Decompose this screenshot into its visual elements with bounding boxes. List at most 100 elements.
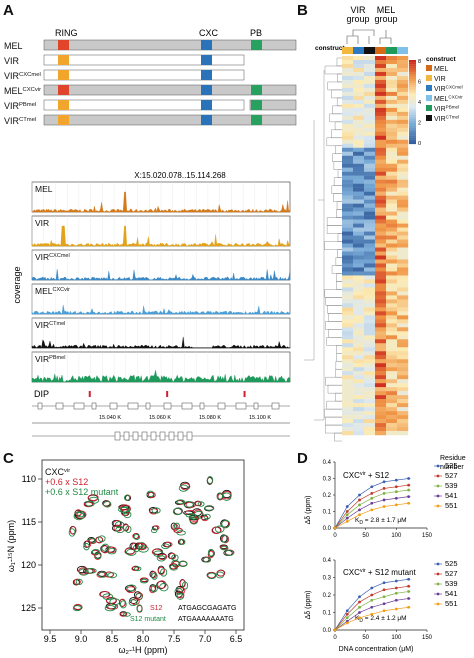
legend-swatch-2: [426, 85, 432, 91]
heat-cell: [342, 175, 354, 180]
heat-cell: [342, 375, 354, 380]
heat-cell: [342, 63, 354, 69]
legend-entry-0: MEL: [434, 66, 449, 73]
data-point-525: [407, 577, 410, 581]
construct-annot-2: [364, 47, 375, 54]
nmr-peak: [75, 578, 83, 586]
nmr-peak: [197, 501, 205, 507]
heat-cell: [386, 171, 398, 176]
data-point-525: [370, 586, 374, 590]
heat-cell: [375, 259, 387, 264]
heat-cell: [386, 179, 398, 184]
heat-cell: [375, 403, 387, 408]
col-dendrogram: [346, 29, 392, 44]
heat-cell: [342, 119, 354, 125]
track-label-3: MELCXCvir: [35, 286, 70, 296]
heat-cell: [397, 131, 409, 136]
group-label-mel-line1: MEL: [377, 5, 396, 15]
data-point-539: [382, 595, 386, 599]
exon-a-1: [55, 402, 64, 410]
heat-cell: [397, 359, 409, 364]
heat-cell: [375, 247, 387, 252]
heat-cell: [342, 227, 354, 232]
heat-cell: [386, 215, 398, 220]
heat-cell: [353, 111, 365, 117]
heat-cell: [397, 255, 409, 260]
colorbar-segment: [409, 114, 416, 117]
data-point-541: [382, 602, 386, 606]
nmr-peak: [214, 525, 225, 533]
nmr-peak: [119, 612, 128, 617]
nmr-peak: [207, 548, 215, 557]
heat-cell: [397, 391, 409, 396]
heat-cell: [375, 343, 387, 348]
heat-cell: [342, 339, 354, 344]
heat-cell: [375, 279, 387, 284]
exon-b-4: [150, 431, 157, 441]
data-point-527: [370, 593, 374, 597]
nmr-peak: [203, 513, 211, 520]
heat-cell: [397, 87, 409, 93]
data-point-527: [358, 498, 361, 502]
colorbar-segment: [409, 116, 416, 119]
heat-cell: [342, 135, 354, 140]
dip-mark-2: [243, 391, 246, 397]
heat-cell: [375, 367, 387, 372]
heat-cell: [375, 395, 387, 400]
legend-label-541: 541: [445, 491, 458, 500]
heat-cell: [364, 79, 376, 85]
legend-swatch-5: [426, 115, 432, 121]
heat-cell: [386, 115, 398, 121]
heat-cell: [375, 67, 387, 73]
heat-cell: [364, 71, 376, 77]
heat-cell: [342, 115, 354, 121]
legend-marker-539: [436, 582, 440, 586]
track-label-4: VIRCTmel: [35, 320, 65, 330]
heat-cell: [353, 99, 365, 105]
nmr-peak: [85, 501, 95, 507]
exon-b-8: [186, 431, 193, 441]
kd-top: KD = 2.8 ± 1.7 μM: [355, 517, 407, 526]
heat-cell: [364, 391, 376, 396]
heat-cell: [342, 319, 354, 324]
heat-cell: [386, 299, 398, 304]
heat-cell: [364, 139, 376, 144]
heat-cell: [386, 231, 398, 236]
heat-cell: [386, 83, 398, 89]
colorbar-segment: [409, 127, 416, 130]
heat-cell: [397, 59, 409, 65]
heat-cell: [364, 311, 376, 316]
ring-domain-4: [58, 100, 69, 110]
data-point-527: [345, 510, 349, 513]
heat-cell: [364, 95, 376, 101]
heat-cell: [353, 379, 365, 384]
heat-cell: [375, 111, 387, 117]
heat-cell: [364, 219, 376, 224]
nmr-peak: [133, 591, 142, 599]
heat-cell: [353, 351, 365, 356]
heat-cell: [386, 203, 398, 208]
heat-cell: [375, 83, 387, 89]
construct-label-5: VIRCTmel: [4, 116, 36, 126]
nmr-peak: [133, 533, 141, 540]
cxc-domain-4: [201, 100, 212, 110]
heat-cell: [375, 191, 387, 196]
nmr-peak: [171, 554, 179, 561]
nmr-peak: [130, 598, 140, 606]
heat-cell: [397, 207, 409, 212]
data-point-527: [382, 487, 386, 490]
heat-cell: [353, 283, 365, 288]
nmr-xlabel: ω₂-¹H (ppm): [118, 645, 167, 655]
heat-cell: [386, 259, 398, 264]
heat-cell: [353, 287, 365, 292]
legend-marker-541: [436, 592, 440, 596]
legend-marker-525: [436, 464, 440, 468]
data-point-525: [345, 505, 349, 508]
heat-cell: [342, 211, 354, 216]
heat-cell: [353, 427, 365, 432]
heat-cell: [364, 343, 376, 348]
heat-cell: [364, 143, 376, 148]
data-point-539: [394, 490, 398, 494]
heat-cell: [353, 107, 365, 113]
heat-cell: [353, 387, 365, 392]
